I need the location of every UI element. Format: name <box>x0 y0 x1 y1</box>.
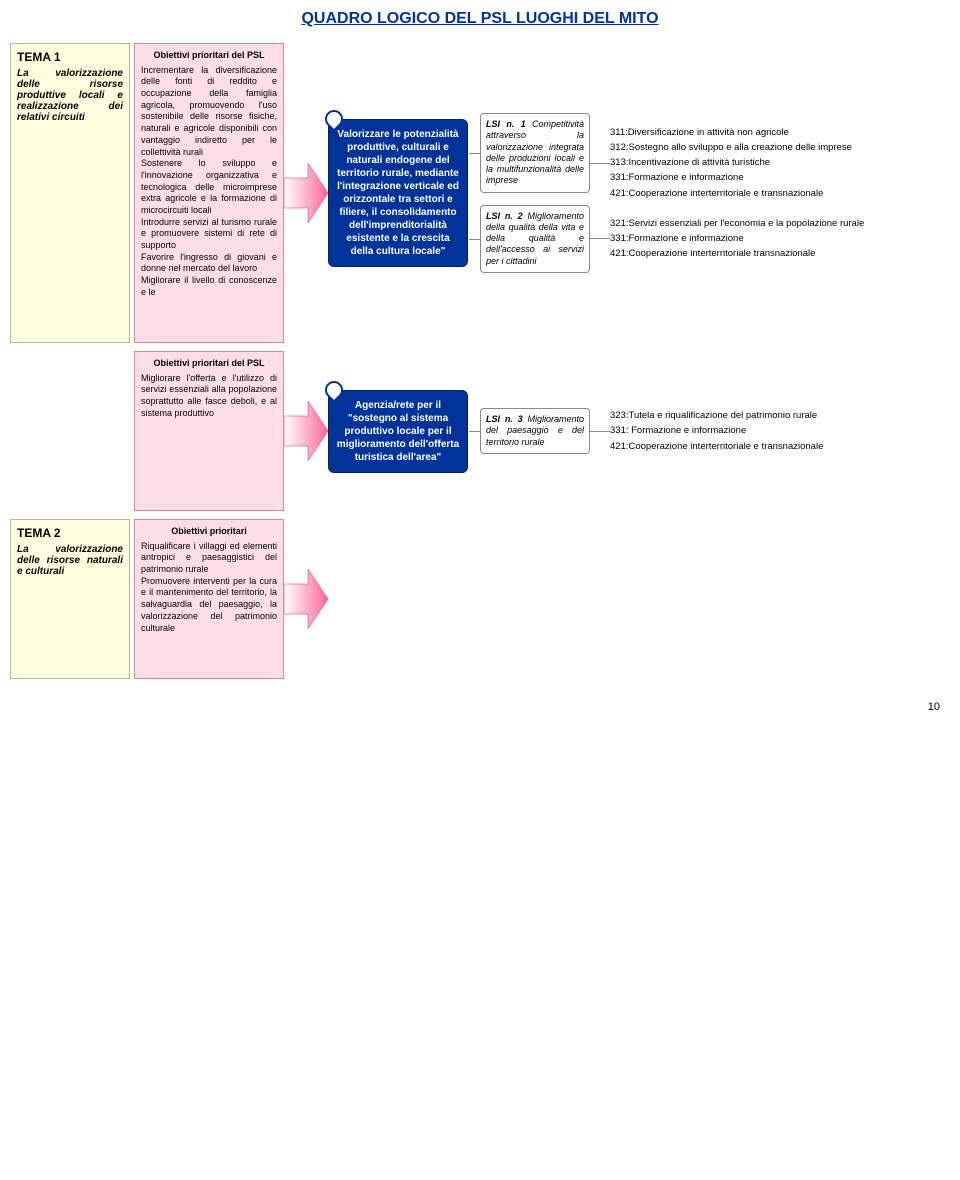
central-col-3-empty <box>328 519 468 679</box>
arrow-right-icon <box>284 153 328 233</box>
measure-line: 323:Tutela e riqualificazione del patrim… <box>610 408 950 423</box>
lsi-2-label: LSI n. 2 <box>486 211 523 221</box>
tema-1-title: TEMA 1 <box>17 50 123 64</box>
lsi-1-label: LSI n. 1 <box>486 119 526 129</box>
page-number: 10 <box>10 687 950 717</box>
measure-group-2: 323:Tutela e riqualificazione del patrim… <box>610 408 950 454</box>
central-col-2: Agenzia/rete per il "sostegno al sistema… <box>328 351 468 511</box>
obj-1-title: Obiettivi prioritari del PSL <box>141 50 277 62</box>
arrow-col-3 <box>284 519 328 679</box>
arrow-right-icon <box>284 391 328 471</box>
tema-2-body: La valorizzazione delle risorse naturali… <box>17 544 123 577</box>
measure-line: 313:Incentivazione di attività turistich… <box>610 155 950 170</box>
measure-line: 321:Servizi essenziali per l'economia e … <box>610 216 950 231</box>
obj-box-2: Obiettivi prioritari del PSL Migliorare … <box>134 351 284 511</box>
arrow-col-1 <box>284 43 328 343</box>
obj-3-body: Riqualificare i villaggi ed elementi ant… <box>141 541 277 635</box>
row-3: TEMA 2 La valorizzazione delle risorse n… <box>10 519 950 679</box>
row-2: Obiettivi prioritari del PSL Migliorare … <box>10 351 950 511</box>
arrow-col-2 <box>284 351 328 511</box>
measure-line: 331:Formazione e informazione <box>610 231 950 246</box>
tema-1-box: TEMA 1 La valorizzazione delle risorse p… <box>10 43 130 343</box>
obj-box-3: Obiettivi prioritari Riqualificare i vil… <box>134 519 284 679</box>
lsi-3-label: LSI n. 3 <box>486 414 523 424</box>
spacer-2 <box>10 351 130 511</box>
lsi-col-3-empty <box>480 519 590 679</box>
tema-1-body: La valorizzazione delle risorse produtti… <box>17 68 123 123</box>
measure-line: 421:Cooperazione interterritoriale trans… <box>610 246 950 261</box>
row-1: TEMA 1 La valorizzazione delle risorse p… <box>10 43 950 343</box>
lsi-2-box: LSI n. 2 Miglioramento della qualità del… <box>480 205 590 273</box>
lsi-3-box: LSI n. 3 Miglioramento del paesaggio e d… <box>480 408 590 454</box>
lsi-1-box: LSI n. 1 Competitività attraverso la val… <box>480 113 590 193</box>
central-box-2: Agenzia/rete per il "sostegno al sistema… <box>328 390 468 473</box>
measure-col-3-empty <box>610 519 950 679</box>
lsi-col-1: LSI n. 1 Competitività attraverso la val… <box>480 43 590 343</box>
central-box-1: Valorizzare le potenzialità produttive, … <box>328 119 468 267</box>
measure-line: 312:Sostegno allo sviluppo e alla creazi… <box>610 140 950 155</box>
obj-2-body: Migliorare l'offerta e l'utilizzo di ser… <box>141 373 277 420</box>
obj-1-body: Incrementare la diversificazione delle f… <box>141 65 277 299</box>
lsi-col-2: LSI n. 3 Miglioramento del paesaggio e d… <box>480 351 590 511</box>
measure-group-1b: 321:Servizi essenziali per l'economia e … <box>610 216 950 262</box>
page-title: QUADRO LOGICO DEL PSL LUOGHI DEL MITO <box>10 10 950 28</box>
measure-col-1: 311:Diversificazione in attività non agr… <box>610 43 950 343</box>
measure-line: 331: Formazione e informazione <box>610 423 950 438</box>
measure-group-1a: 311:Diversificazione in attività non agr… <box>610 125 950 201</box>
measure-line: 331:Formazione e informazione <box>610 170 950 185</box>
central-col-1: Valorizzare le potenzialità produttive, … <box>328 43 468 343</box>
obj-2-title: Obiettivi prioritari del PSL <box>141 358 277 370</box>
measure-line: 311:Diversificazione in attività non agr… <box>610 125 950 140</box>
tema-2-title: TEMA 2 <box>17 526 123 540</box>
arrow-right-icon <box>284 559 328 639</box>
obj-box-1: Obiettivi prioritari del PSL Incrementar… <box>134 43 284 343</box>
measure-col-2: 323:Tutela e riqualificazione del patrim… <box>610 351 950 511</box>
measure-line: 421:Cooperazione interterritoriale e tra… <box>610 439 950 454</box>
obj-3-title: Obiettivi prioritari <box>141 526 277 538</box>
tema-2-box: TEMA 2 La valorizzazione delle risorse n… <box>10 519 130 679</box>
measure-line: 421:Cooperazione interterritoriale e tra… <box>610 186 950 201</box>
